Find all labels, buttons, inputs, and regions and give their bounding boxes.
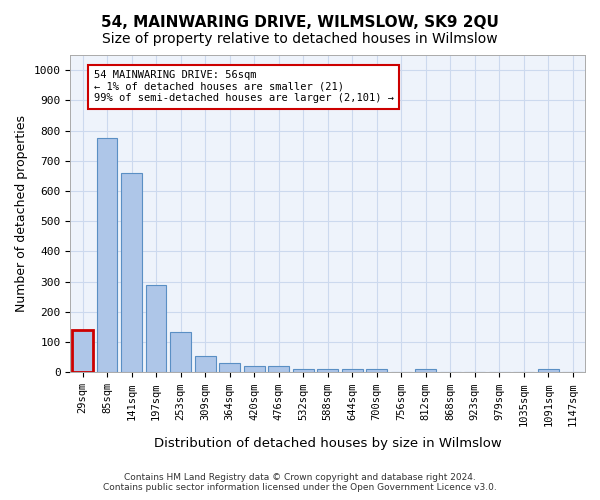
Bar <box>366 370 387 372</box>
Text: 54 MAINWARING DRIVE: 56sqm
← 1% of detached houses are smaller (21)
99% of semi-: 54 MAINWARING DRIVE: 56sqm ← 1% of detac… <box>94 70 394 103</box>
Bar <box>97 138 118 372</box>
X-axis label: Distribution of detached houses by size in Wilmslow: Distribution of detached houses by size … <box>154 437 502 450</box>
Y-axis label: Number of detached properties: Number of detached properties <box>15 115 28 312</box>
Bar <box>268 366 289 372</box>
Bar <box>219 364 240 372</box>
Bar <box>121 173 142 372</box>
Bar <box>538 370 559 372</box>
Bar <box>293 370 314 372</box>
Bar <box>342 370 362 372</box>
Bar <box>170 332 191 372</box>
Text: Size of property relative to detached houses in Wilmslow: Size of property relative to detached ho… <box>102 32 498 46</box>
Bar <box>317 370 338 372</box>
Bar <box>415 370 436 372</box>
Text: 54, MAINWARING DRIVE, WILMSLOW, SK9 2QU: 54, MAINWARING DRIVE, WILMSLOW, SK9 2QU <box>101 15 499 30</box>
Bar <box>194 356 215 372</box>
Bar <box>72 330 93 372</box>
Bar <box>146 284 166 372</box>
Text: Contains HM Land Registry data © Crown copyright and database right 2024.
Contai: Contains HM Land Registry data © Crown c… <box>103 473 497 492</box>
Bar <box>244 366 265 372</box>
